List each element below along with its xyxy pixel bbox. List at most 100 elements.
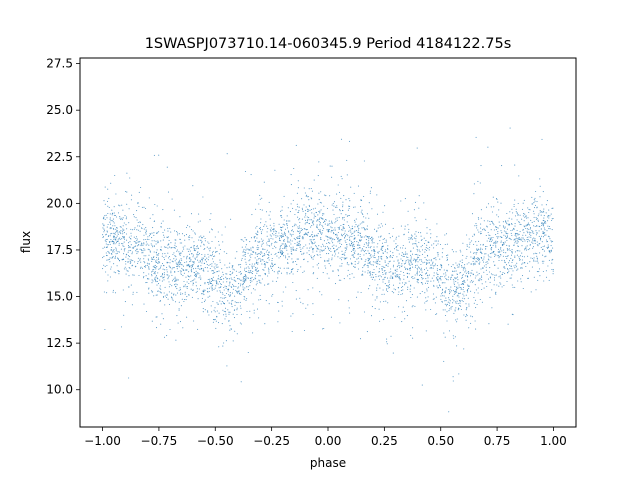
data-point [528, 231, 530, 233]
data-point [235, 289, 237, 291]
data-point [250, 237, 253, 239]
data-point [114, 233, 116, 235]
data-point [273, 271, 275, 273]
data-point [155, 261, 157, 264]
data-point [444, 300, 446, 302]
data-point [311, 233, 313, 236]
data-point [184, 293, 186, 295]
data-point [417, 250, 419, 252]
data-point [175, 294, 177, 296]
data-point [208, 242, 210, 244]
data-point [230, 218, 232, 220]
data-point [350, 186, 352, 188]
data-point [155, 268, 157, 270]
data-point [301, 218, 303, 220]
data-point [532, 242, 534, 244]
data-point [331, 227, 333, 229]
data-point [186, 287, 188, 289]
data-point [183, 235, 186, 237]
data-point [421, 276, 423, 279]
data-point [437, 252, 439, 254]
data-point [133, 246, 135, 248]
data-point [457, 309, 459, 311]
data-point [542, 225, 544, 227]
data-point [492, 274, 494, 276]
data-point [119, 216, 121, 218]
data-point [477, 256, 479, 259]
data-point [354, 263, 356, 265]
data-point [280, 229, 282, 231]
data-point [239, 305, 241, 307]
data-point [369, 238, 372, 240]
data-point [378, 308, 380, 310]
data-point [436, 272, 438, 274]
data-point [183, 256, 185, 258]
data-point [236, 309, 238, 311]
data-point [437, 287, 439, 289]
data-point [143, 243, 145, 245]
data-point [213, 288, 215, 291]
data-point [198, 213, 200, 215]
data-point [152, 280, 154, 282]
data-point [137, 202, 139, 204]
data-point [235, 285, 237, 288]
data-point [274, 241, 276, 243]
data-point [281, 243, 283, 245]
data-point [248, 249, 250, 251]
data-point [348, 264, 350, 266]
data-point [257, 231, 259, 233]
x-tick-label: 0.50 [427, 434, 454, 448]
data-point [284, 255, 287, 257]
data-point [323, 327, 325, 330]
data-point [122, 245, 124, 247]
data-point [425, 240, 427, 242]
data-point [312, 313, 314, 316]
data-point [379, 287, 381, 289]
data-point [487, 258, 489, 260]
data-point [552, 270, 554, 272]
data-point [512, 212, 514, 214]
data-point [166, 269, 168, 271]
data-point [454, 292, 456, 294]
data-point [411, 306, 413, 308]
data-point [271, 260, 273, 262]
data-point [256, 272, 258, 274]
data-point [381, 268, 383, 270]
data-point [462, 300, 464, 303]
y-axis-label: flux [19, 231, 33, 253]
data-point [236, 274, 238, 277]
data-point [498, 259, 500, 262]
data-point [531, 221, 533, 223]
data-point [516, 254, 518, 256]
data-point [456, 318, 458, 320]
data-point [359, 223, 361, 225]
data-point [207, 270, 209, 272]
data-point [156, 232, 158, 234]
data-point [288, 267, 290, 269]
data-point [476, 227, 478, 229]
data-point [501, 232, 503, 234]
data-point [218, 244, 220, 246]
data-point [379, 320, 381, 322]
data-point [192, 284, 194, 286]
data-point [508, 237, 510, 239]
data-point [426, 274, 428, 276]
data-point [131, 251, 133, 253]
data-point [163, 246, 166, 248]
data-point [395, 243, 397, 245]
data-point [258, 269, 260, 272]
data-point [219, 277, 222, 279]
data-point [507, 248, 509, 251]
data-point [444, 303, 446, 305]
data-point [484, 246, 487, 248]
data-point [446, 303, 448, 305]
data-point [414, 265, 417, 267]
data-point [510, 232, 512, 234]
data-point [116, 252, 118, 254]
data-point [407, 259, 409, 261]
data-point [236, 290, 238, 292]
data-point [378, 224, 380, 226]
data-point [301, 229, 303, 232]
data-point [194, 257, 196, 259]
data-point [174, 278, 176, 280]
